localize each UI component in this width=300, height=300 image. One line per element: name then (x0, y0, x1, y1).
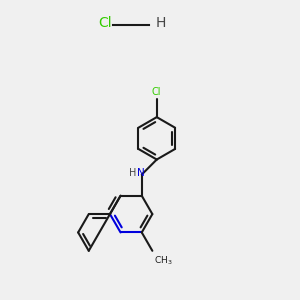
Text: Cl: Cl (152, 87, 161, 97)
Text: CH$_3$: CH$_3$ (154, 254, 172, 267)
Text: H: H (129, 168, 136, 178)
Text: N: N (137, 168, 145, 178)
Text: H: H (156, 16, 166, 30)
Text: Cl: Cl (98, 16, 112, 30)
